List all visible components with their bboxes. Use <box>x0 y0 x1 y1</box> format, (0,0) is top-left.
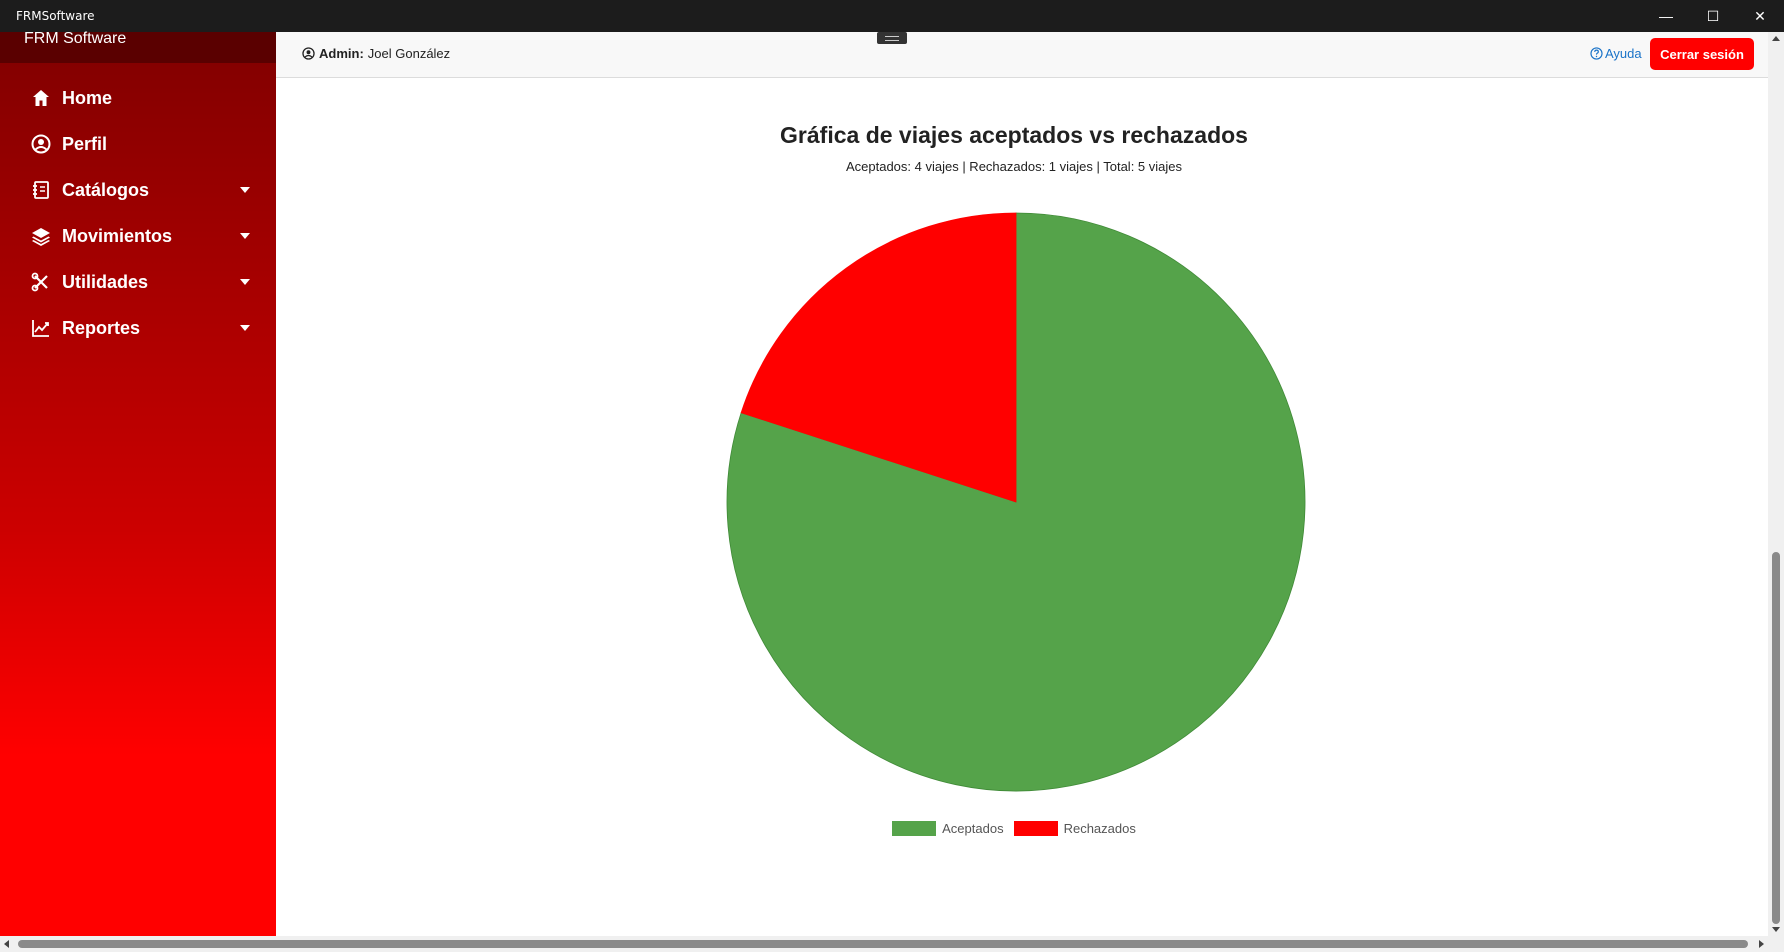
admin-label: Admin: <box>319 46 364 61</box>
sidebar-item-label: Home <box>62 87 113 108</box>
horizontal-scrollbar[interactable] <box>0 936 1768 952</box>
legend-swatch-rechazados <box>1013 821 1058 836</box>
sidebar-nav: Home Perfil Catálogos Movimientos <box>0 75 276 351</box>
chart-line-icon <box>30 317 52 339</box>
chart-title: Gráfica de viajes aceptados vs rechazado… <box>780 122 1248 148</box>
chevron-down-icon <box>240 279 250 285</box>
layers-icon <box>30 225 52 247</box>
scroll-left-icon[interactable] <box>4 940 9 948</box>
sidebar-item-perfil[interactable]: Perfil <box>0 121 276 167</box>
home-icon <box>30 87 52 109</box>
chevron-down-icon <box>240 325 250 331</box>
sidebar-item-label: Reportes <box>62 317 141 338</box>
user-circle-icon <box>30 133 52 155</box>
sidebar-item-movimientos[interactable]: Movimientos <box>0 213 276 259</box>
help-label: Ayuda <box>1605 46 1642 61</box>
main-content: Admin: Joel González Ayuda Cerrar sesión… <box>276 32 1768 936</box>
pie-slice-rechazados[interactable] <box>740 212 1017 503</box>
chevron-down-icon <box>240 187 250 193</box>
catalog-icon <box>30 179 52 201</box>
scrollbar-corner <box>1768 936 1784 952</box>
minimize-button[interactable]: — <box>1659 8 1673 24</box>
chevron-down-icon <box>240 233 250 239</box>
drag-handle[interactable] <box>877 32 907 44</box>
scroll-right-icon[interactable] <box>1759 940 1764 948</box>
brand-title: FRM Software <box>0 31 276 63</box>
sidebar-item-label: Perfil <box>62 133 108 154</box>
question-circle-icon <box>1590 47 1603 60</box>
legend-swatch-aceptados <box>892 821 937 836</box>
vertical-scrollbar[interactable] <box>1768 32 1784 936</box>
sidebar-item-catalogos[interactable]: Catálogos <box>0 167 276 213</box>
close-button[interactable]: ✕ <box>1754 7 1766 24</box>
sidebar-item-utilidades[interactable]: Utilidades <box>0 259 276 305</box>
horizontal-scroll-thumb[interactable] <box>18 940 1748 948</box>
sidebar-item-reportes[interactable]: Reportes <box>0 305 276 351</box>
top-bar: Admin: Joel González Ayuda Cerrar sesión <box>276 32 1768 78</box>
sidebar-item-label: Utilidades <box>62 271 149 292</box>
chart-subtitle: Aceptados: 4 viajes | Rechazados: 1 viaj… <box>845 159 1183 174</box>
logout-button[interactable]: Cerrar sesión <box>1650 38 1754 70</box>
legend-item-rechazados[interactable]: Rechazados <box>1013 821 1136 836</box>
sidebar-item-label: Movimientos <box>62 225 173 246</box>
admin-info: Admin: Joel González <box>302 46 450 61</box>
user-circle-icon <box>302 47 315 60</box>
legend-label-rechazados: Rechazados <box>1063 821 1136 836</box>
window-title: FRMSoftware <box>16 9 95 23</box>
sidebar: FRM Software Home Perfil Catálogos Movi <box>0 31 276 936</box>
pie-chart <box>726 212 1306 792</box>
help-link[interactable]: Ayuda <box>1590 46 1642 61</box>
window-titlebar: FRMSoftware — ☐ ✕ <box>0 0 1784 32</box>
maximize-button[interactable]: ☐ <box>1706 7 1720 24</box>
admin-name: Joel González <box>367 46 451 61</box>
legend-label-aceptados: Aceptados <box>942 821 1004 836</box>
sidebar-item-label: Catálogos <box>62 179 150 200</box>
legend-item-aceptados[interactable]: Aceptados <box>892 821 1004 836</box>
scroll-up-icon[interactable] <box>1772 36 1780 41</box>
scroll-down-icon[interactable] <box>1772 927 1780 932</box>
chart-legend: Aceptados Rechazados <box>276 821 1752 836</box>
vertical-scroll-thumb[interactable] <box>1772 552 1780 924</box>
tools-icon <box>30 271 52 293</box>
sidebar-item-home[interactable]: Home <box>0 75 276 121</box>
